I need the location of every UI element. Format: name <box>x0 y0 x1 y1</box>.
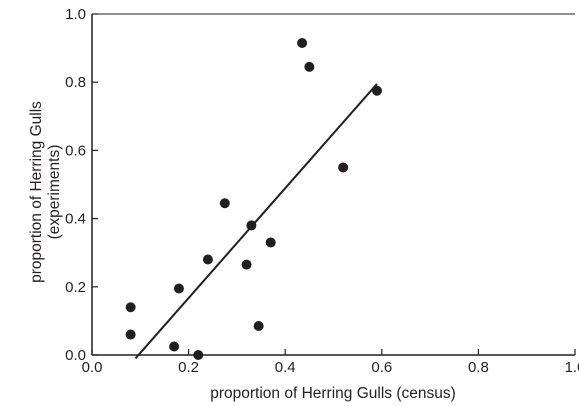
data-point <box>304 62 314 72</box>
x-tick-label: 1.0 <box>565 359 579 376</box>
data-point <box>242 260 252 270</box>
x-tick-label: 0.4 <box>275 359 296 376</box>
x-ticks: 0.00.20.40.60.81.0 <box>82 349 579 376</box>
data-point <box>126 302 136 312</box>
y-ticks: 0.0 0.2 0.4 0.6 0.8 1.0 <box>65 6 98 364</box>
data-point <box>254 321 264 331</box>
data-point <box>372 86 382 96</box>
y-axis-label-line-1: proportion of Herring Gulls <box>28 101 45 283</box>
scatter-points <box>126 38 382 360</box>
x-axis-label: proportion of Herring Gulls (census) <box>210 385 456 402</box>
data-point <box>246 220 256 230</box>
y-tick-label: 1.0 <box>65 6 86 23</box>
data-point <box>266 237 276 247</box>
y-tick-label: 0.6 <box>65 142 86 159</box>
data-point <box>169 341 179 351</box>
data-point <box>338 162 348 172</box>
data-point <box>203 255 213 265</box>
data-point <box>174 284 184 294</box>
trend-line-group <box>135 84 377 359</box>
x-tick-label: 0.8 <box>468 359 489 376</box>
y-axis-label-line-2: (experiments) <box>46 145 63 240</box>
y-tick-label: 0.8 <box>65 74 86 91</box>
x-tick-label: 0.2 <box>178 359 199 376</box>
x-tick-label: 0.6 <box>371 359 392 376</box>
y-tick-label: 0.4 <box>65 211 86 228</box>
y-tick-label: 0.0 <box>65 347 86 364</box>
data-point <box>193 350 203 360</box>
data-point <box>220 198 230 208</box>
y-tick-label: 0.2 <box>65 279 86 296</box>
data-point <box>297 38 307 48</box>
trend-line <box>135 84 377 359</box>
data-point <box>126 330 136 340</box>
